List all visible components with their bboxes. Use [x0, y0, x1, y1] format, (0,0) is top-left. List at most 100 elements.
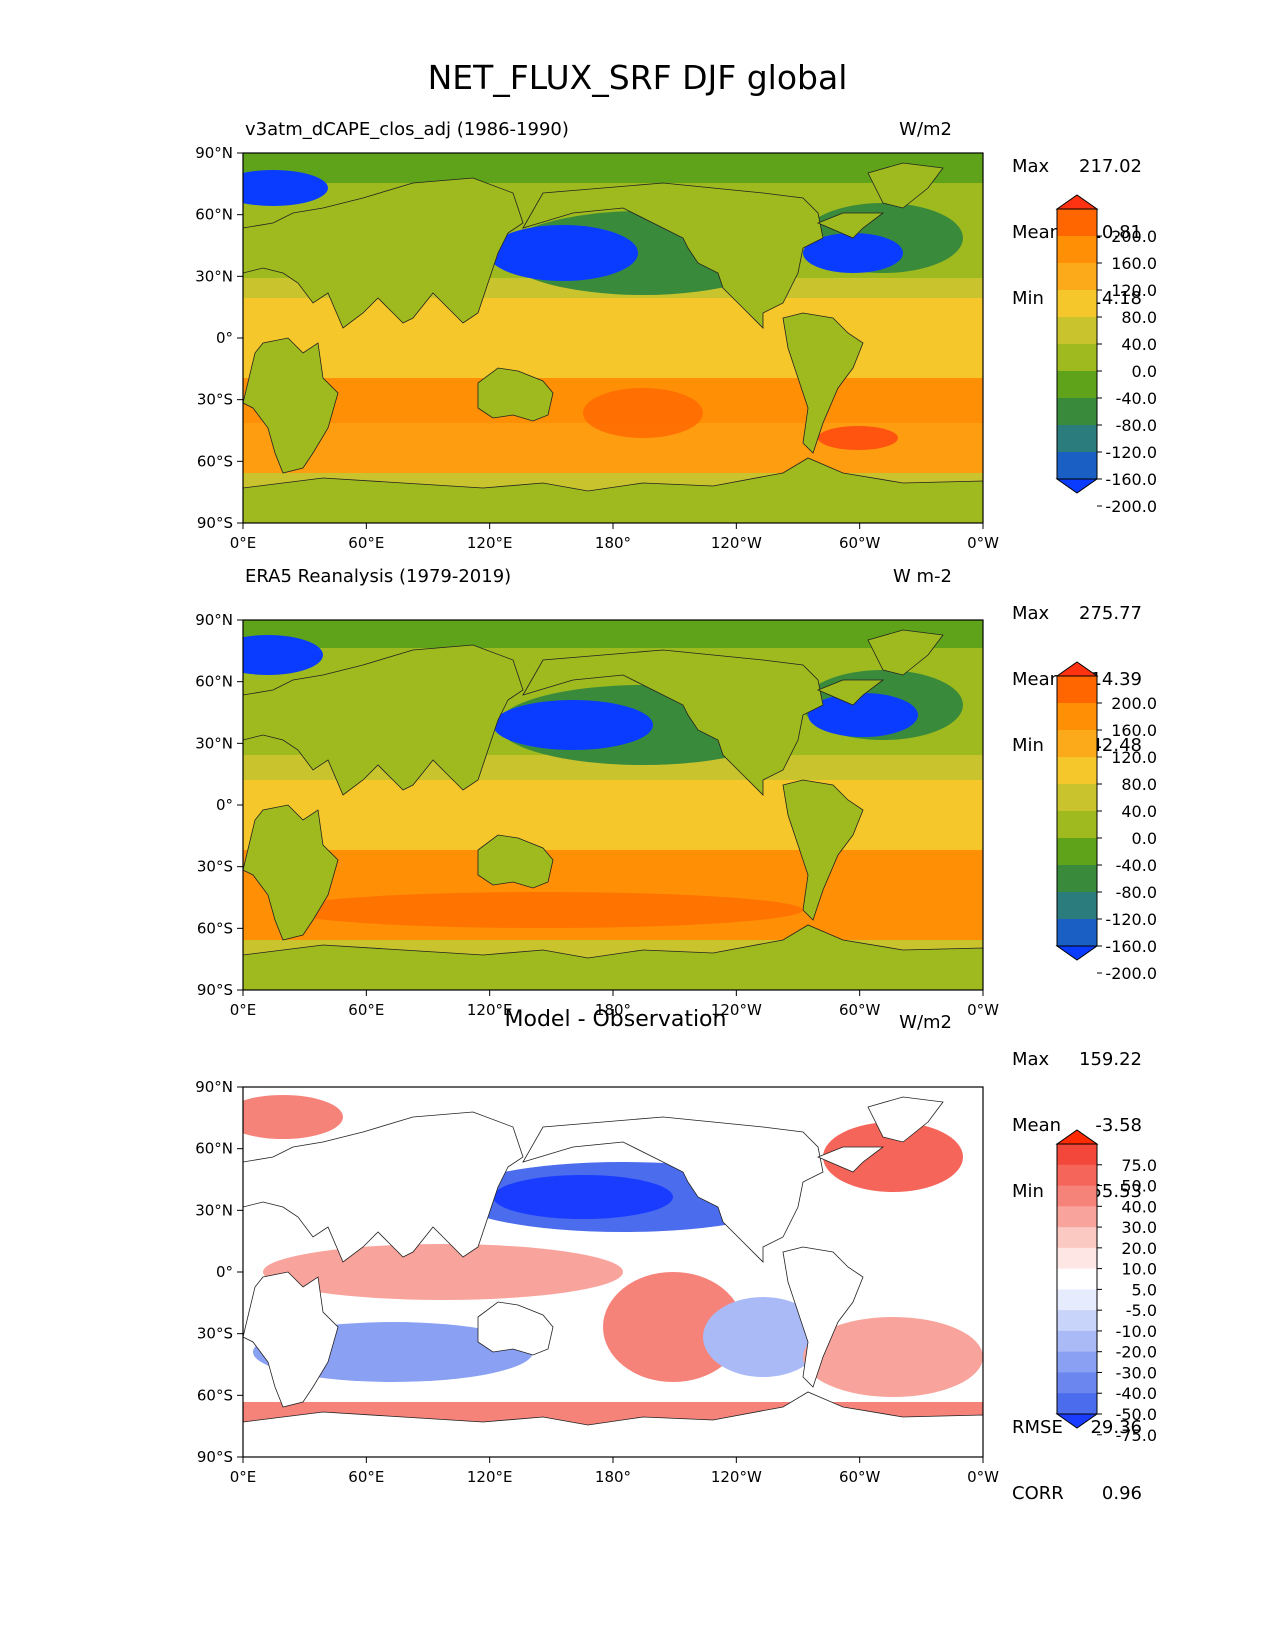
lat-tick-label: 60°S	[197, 919, 233, 937]
colorbar-tick-label: -30.0	[1116, 1363, 1157, 1382]
colorbar-tick-label: 40.0	[1121, 1197, 1157, 1216]
colorbar-tick-label: -20.0	[1116, 1343, 1157, 1362]
panel-1-title: v3atm_dCAPE_clos_adj (1986-1990)	[245, 119, 569, 140]
colorbar-tick-label: -120.0	[1105, 910, 1157, 929]
colorbar-tick-label: 0.0	[1132, 829, 1157, 848]
colorbar-tick-label: 200.0	[1111, 694, 1157, 713]
colorbar-segment	[1057, 290, 1097, 318]
colorbar-tick-label: 80.0	[1121, 308, 1157, 327]
colorbar-segment	[1057, 317, 1097, 345]
rmse-label: RMSE	[1012, 1417, 1063, 1438]
corr-label: CORR	[1012, 1483, 1064, 1504]
panel-2-title: ERA5 Reanalysis (1979-2019)	[245, 566, 512, 587]
colorbar-frame	[1056, 1143, 1098, 1415]
panel-3-units: W/m2	[899, 1012, 952, 1033]
colorbar-tick-label: -5.0	[1126, 1301, 1157, 1320]
colorbar-segment	[1057, 757, 1097, 785]
map-panel-2-field	[243, 620, 983, 990]
colorbar-extend-max	[1055, 661, 1099, 677]
stat-max: 217.02	[1079, 156, 1142, 177]
map-panel-3: 0°E 60°E 120°E 180° 120°W 60°W 0°W 90°N 60°N 30°N…	[195, 1078, 999, 1486]
colorbar-segment	[1057, 1247, 1097, 1270]
colorbar-tick-label: -10.0	[1116, 1322, 1157, 1341]
colorbar-segment	[1057, 1185, 1097, 1207]
lon-tick-label: 60°E	[348, 534, 384, 552]
lat-tick-label: 60°S	[197, 1386, 233, 1404]
lon-tick-label: 60°W	[839, 1001, 881, 1019]
colorbar-segment	[1057, 1393, 1097, 1415]
colorbar-tick-label: 50.0	[1121, 1177, 1157, 1196]
lat-tick-label: 90°S	[197, 514, 233, 532]
colorbar-tick-label: 0.0	[1132, 362, 1157, 381]
colorbar-segment	[1057, 838, 1097, 866]
colorbar-tick-label: -80.0	[1116, 416, 1157, 435]
map-panel-1: 0°E 60°E 120°E 180° 120°W 60°W 0°W 90°N 60°N 30°N…	[195, 144, 999, 552]
figure-title: NET_FLUX_SRF DJF global	[427, 58, 848, 97]
colorbar-tick-label: -80.0	[1116, 883, 1157, 902]
colorbar-extend-min	[1055, 478, 1099, 494]
map-panel-3-axes: 0°E 60°E 120°E 180° 120°W 60°W 0°W 90°N 60°N 30°N…	[195, 1078, 999, 1486]
stat-mean-label: Mean	[1012, 1115, 1062, 1136]
lat-tick-label: 90°S	[197, 981, 233, 999]
lat-tick-label: 30°S	[197, 1325, 233, 1343]
colorbar-segment	[1057, 1227, 1097, 1249]
colorbar-tick-label: -40.0	[1116, 389, 1157, 408]
colorbar-extend-max	[1055, 194, 1099, 210]
lon-tick-label: 60°W	[839, 1468, 881, 1486]
panel-3-skill: RMSE 29.36 CORR 0.96	[1012, 1373, 1142, 1527]
colorbar-segment	[1057, 1268, 1097, 1290]
colorbar-panel-3: 75.0 50.040.0 30.0 20.0 10.05.0 -5.0 -10.0 -20.…	[1055, 1129, 1157, 1445]
lon-tick-label: 0°W	[967, 534, 999, 552]
colorbar-panel-2: 200.0 160.0 120.0 80.0 40.0 0.0 -40.0 -80.0 -120…	[1055, 661, 1157, 983]
stat-max-label: Max	[1012, 156, 1050, 177]
corr-value: 0.96	[1101, 1483, 1142, 1504]
stat-mean-label: Mean	[1012, 669, 1062, 690]
colorbar-panel-1: 200.0 160.0 120.0 80.0 40.0 0.0 -40.0 -80.0 -120…	[1055, 194, 1157, 516]
lat-tick-label: 90°N	[195, 144, 233, 162]
colorbar-tick-label: -50.0	[1116, 1405, 1157, 1424]
lon-tick-label: 120°E	[467, 1001, 513, 1019]
colorbar-tick-label: 120.0	[1111, 748, 1157, 767]
colorbar-segment	[1057, 865, 1097, 893]
lon-tick-label: 0°W	[967, 1468, 999, 1486]
colorbar-extend-max	[1055, 1129, 1099, 1145]
colorbar-extend-min	[1055, 945, 1099, 961]
stat-min-label: Min	[1012, 288, 1044, 309]
panel-3-title: Model - Observation	[504, 1007, 727, 1032]
lat-tick-label: 90°N	[195, 611, 233, 629]
colorbar-tick-label: 120.0	[1111, 281, 1157, 300]
colorbar-tick-label: 20.0	[1121, 1239, 1157, 1258]
colorbar-tick-label: 30.0	[1121, 1218, 1157, 1237]
lat-tick-label: 0°	[216, 796, 233, 814]
stat-mean: 14.39	[1090, 669, 1142, 690]
colorbar-tick-label: -120.0	[1105, 443, 1157, 462]
lon-tick-label: 120°E	[467, 534, 513, 552]
map-panel-3-field	[243, 1087, 983, 1457]
lon-tick-label: 120°E	[467, 1468, 513, 1486]
lat-tick-label: 30°N	[195, 734, 233, 752]
rmse-value: 29.36	[1090, 1417, 1142, 1438]
colorbar-segment	[1057, 730, 1097, 758]
colorbar-tick-label: -40.0	[1116, 1384, 1157, 1403]
colorbar-tick-label: 80.0	[1121, 775, 1157, 794]
colorbar-segment	[1057, 892, 1097, 920]
colorbar-segment	[1057, 1372, 1097, 1394]
lon-tick-label: 0°E	[230, 1468, 257, 1486]
colorbar-tick-label: -160.0	[1105, 937, 1157, 956]
colorbar-tick-label: 5.0	[1132, 1280, 1157, 1299]
lon-tick-label: 60°E	[348, 1468, 384, 1486]
stat-max: 159.22	[1079, 1049, 1142, 1070]
colorbar-tick-label: -160.0	[1105, 470, 1157, 489]
colorbar-segment	[1057, 1289, 1097, 1311]
colorbar-tick-label: 75.0	[1121, 1156, 1157, 1175]
colorbar-segment	[1057, 811, 1097, 839]
lon-tick-label: 120°W	[711, 1001, 762, 1019]
panel-2-units: W m-2	[892, 566, 952, 587]
lon-tick-label: 180°	[595, 534, 631, 552]
colorbar-segment	[1057, 425, 1097, 453]
lon-tick-label: 120°W	[711, 1468, 762, 1486]
colorbar-tick-label: -75.0	[1116, 1426, 1157, 1445]
colorbar-segment	[1057, 209, 1097, 237]
colorbar-tick-label: 40.0	[1121, 335, 1157, 354]
colorbar-tick-label: 200.0	[1111, 227, 1157, 246]
